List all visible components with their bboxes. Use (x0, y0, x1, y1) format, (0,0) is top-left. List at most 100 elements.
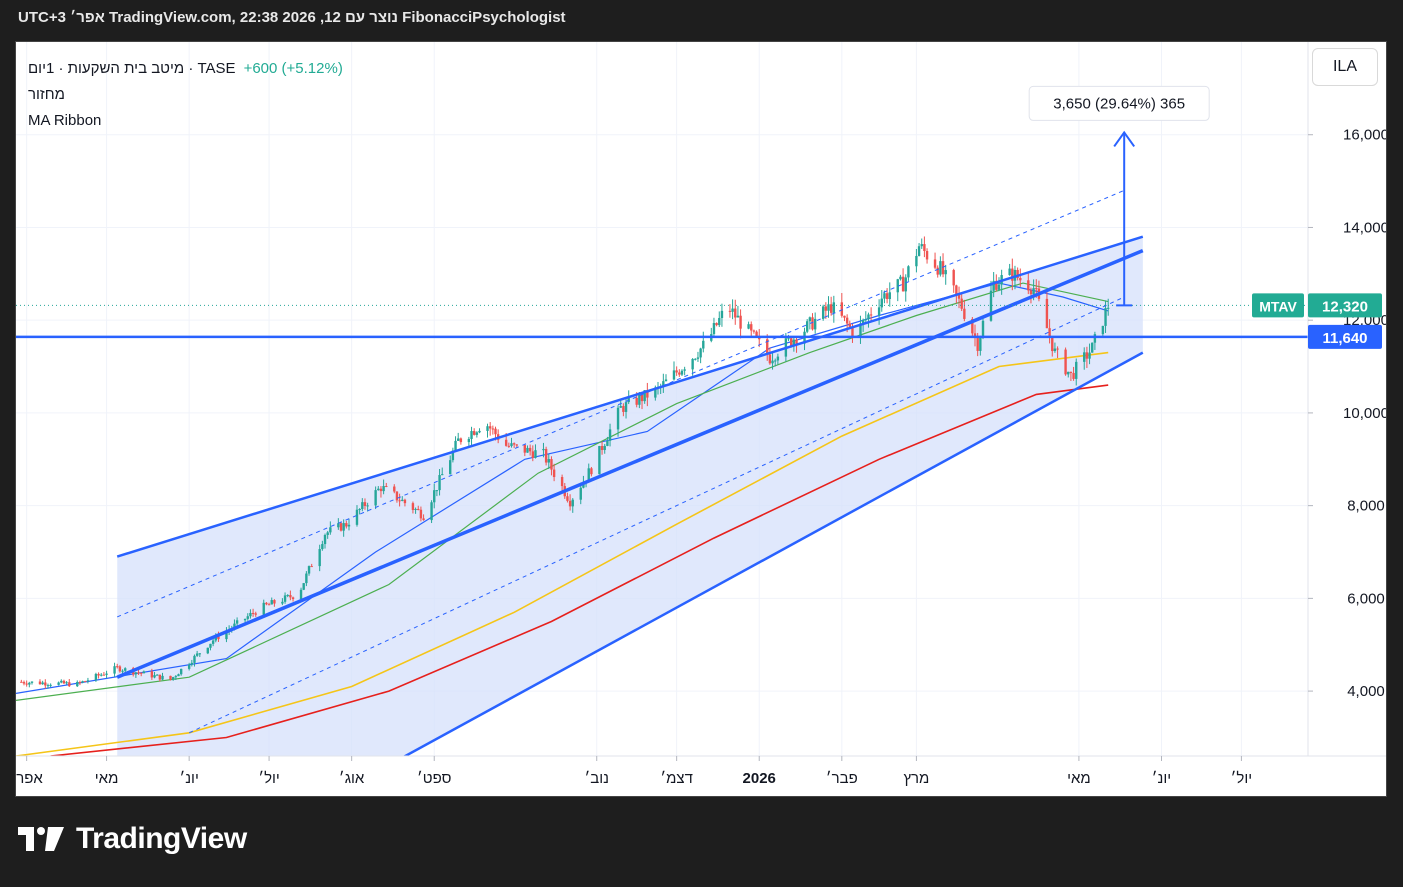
candle-body (30, 681, 34, 683)
candle-body (339, 523, 343, 531)
y-tick-label: 14,000 (1343, 219, 1386, 236)
candle-body (377, 488, 380, 491)
y-tick-label: 10,000 (1343, 405, 1386, 422)
candle-body (249, 612, 252, 617)
candle-body (997, 284, 1001, 290)
candle-body (662, 381, 665, 387)
candle-body (206, 647, 210, 654)
candle-body (435, 490, 439, 492)
candle-body (472, 431, 476, 435)
candle-body (22, 682, 26, 684)
candle-body (488, 426, 492, 429)
candle-body (771, 360, 774, 364)
volume-indicator-label[interactable]: מחזור (28, 86, 65, 103)
candle-body (829, 304, 833, 313)
chart-panel[interactable]: 3,650 (29.64%) 365 4,000 6,000 8,000 10,000 1… (15, 41, 1387, 797)
candle-body (880, 298, 883, 308)
candle-body (305, 573, 308, 584)
x-tick-label: ספט׳ (417, 770, 452, 787)
candle-body (273, 600, 276, 604)
candle-body (385, 485, 388, 487)
candle-body (507, 445, 511, 447)
candle-body (291, 597, 295, 600)
candle-body (811, 317, 814, 330)
candle-body (534, 450, 537, 458)
candle-body (755, 331, 758, 337)
candle-body (598, 446, 601, 475)
candle-body (960, 298, 963, 309)
price-chart[interactable]: 3,650 (29.64%) 365 4,000 6,000 8,000 10,000 1… (16, 42, 1386, 796)
candle-body (299, 589, 303, 600)
candle-body (1067, 371, 1070, 375)
candle-body (888, 292, 891, 300)
candle-body (805, 321, 809, 332)
candle-body (515, 444, 519, 446)
candle-body (638, 394, 641, 405)
candle-body (1032, 288, 1035, 295)
candle-body (478, 430, 481, 433)
candle-body (694, 358, 697, 360)
candle-body (566, 496, 569, 501)
candle-body (1093, 334, 1097, 343)
candle-body (1075, 361, 1078, 379)
candle-body (118, 666, 122, 672)
candle-body (608, 429, 612, 441)
currency-button[interactable]: ILA (1312, 48, 1378, 86)
candle-body (1091, 342, 1094, 353)
candle-body (1101, 325, 1105, 335)
candle-body (355, 509, 359, 525)
measure-label-box (1028, 85, 1210, 121)
candle-body (957, 294, 961, 299)
candle-body (603, 445, 606, 451)
candle-body (1107, 307, 1110, 309)
candle-body (100, 674, 103, 676)
candle-body (859, 323, 862, 337)
symbol-line[interactable]: מיטב בית השקעות · 1יום · TASE +600 (+5.12… (28, 56, 343, 82)
candle-body (552, 469, 556, 478)
channel-upper-line (116, 235, 1144, 558)
chart-title: FibonacciPsychologist נוצר עם TradingVie… (18, 9, 566, 26)
ma-ribbon-indicator-label[interactable]: MA Ribbon (28, 112, 102, 129)
candle-body (907, 266, 910, 278)
candle-body (94, 673, 98, 681)
candle-body (417, 508, 420, 510)
candle-body (672, 370, 676, 380)
candle-body (419, 509, 423, 519)
symbol-name[interactable]: מיטב בית השקעות · 1יום · TASE (28, 60, 236, 77)
candle-body (901, 276, 905, 292)
candle-body (883, 293, 886, 299)
candle-body (747, 324, 750, 329)
candle-body (731, 308, 734, 312)
candle-body (696, 357, 700, 359)
x-tick-label: אוג׳ (339, 770, 365, 787)
candle-body (347, 524, 351, 527)
candle-body (955, 285, 958, 295)
candle-body (864, 319, 867, 321)
candle-body (590, 468, 593, 475)
channel-lower-dashed (188, 296, 1125, 734)
x-tick-label: יול׳ (1231, 770, 1253, 787)
x-tick-label: דצמ׳ (660, 770, 693, 787)
candle-body (622, 406, 625, 412)
candle-body (734, 308, 737, 318)
candle-body (342, 523, 345, 531)
candle-body (414, 508, 417, 510)
candle-body (678, 372, 681, 375)
candle-body (920, 244, 923, 247)
candle-body (494, 428, 497, 435)
candle-body (363, 502, 367, 506)
candle-body (1048, 328, 1051, 338)
candle-body (1008, 268, 1011, 276)
measure-label: 3,650 (29.64%) 365 (1053, 95, 1185, 112)
candle-body (97, 673, 100, 676)
candle-body (504, 439, 508, 446)
symbol-tag (1252, 293, 1304, 318)
candle-body (680, 370, 684, 375)
candle-body (944, 270, 947, 275)
candle-body (861, 319, 865, 324)
candle-body (550, 459, 553, 470)
candle-body (289, 595, 292, 598)
candle-body (140, 672, 143, 674)
candle-body (235, 620, 239, 624)
candle-body (579, 487, 582, 500)
